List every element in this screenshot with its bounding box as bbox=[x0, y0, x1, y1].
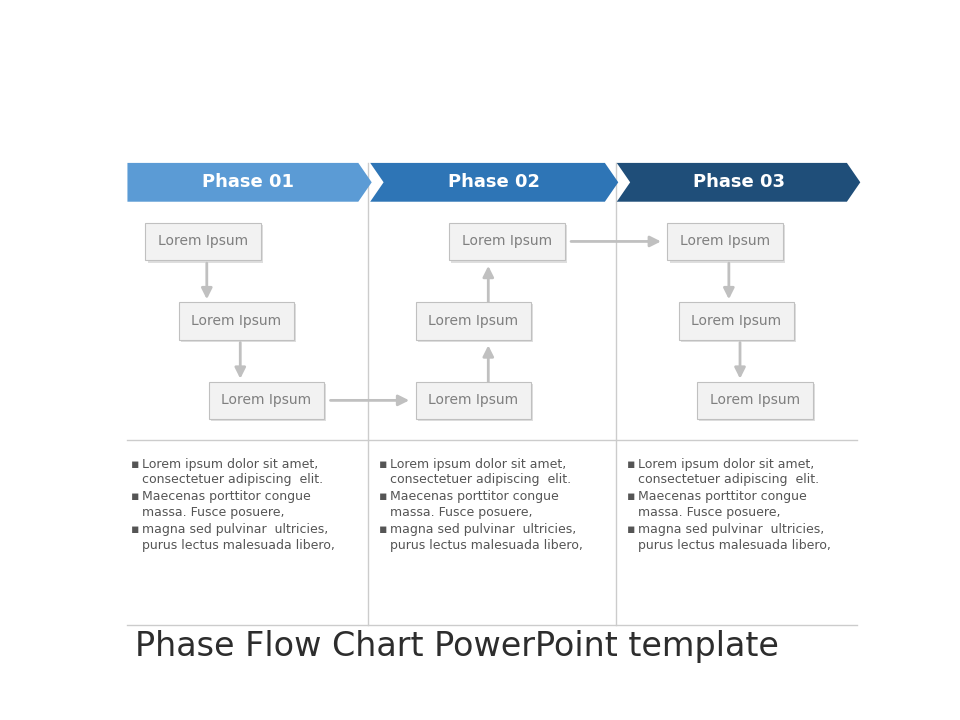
Text: Lorem Ipsum: Lorem Ipsum bbox=[428, 393, 518, 408]
FancyBboxPatch shape bbox=[179, 302, 294, 340]
FancyBboxPatch shape bbox=[418, 305, 534, 342]
FancyBboxPatch shape bbox=[211, 384, 326, 421]
FancyBboxPatch shape bbox=[148, 225, 263, 263]
Text: purus lectus malesuada libero,: purus lectus malesuada libero, bbox=[142, 539, 335, 552]
FancyBboxPatch shape bbox=[449, 222, 564, 261]
Text: ▪: ▪ bbox=[379, 523, 388, 536]
FancyBboxPatch shape bbox=[208, 382, 324, 419]
Text: Lorem ipsum dolor sit amet,: Lorem ipsum dolor sit amet, bbox=[638, 458, 815, 471]
Text: Lorem Ipsum: Lorem Ipsum bbox=[462, 235, 552, 248]
FancyBboxPatch shape bbox=[667, 222, 782, 261]
FancyBboxPatch shape bbox=[697, 382, 812, 419]
Text: Maecenas porttitor congue: Maecenas porttitor congue bbox=[391, 490, 559, 503]
Text: Lorem Ipsum: Lorem Ipsum bbox=[221, 393, 311, 408]
FancyBboxPatch shape bbox=[451, 225, 566, 263]
FancyBboxPatch shape bbox=[681, 305, 796, 342]
Text: Phase 01: Phase 01 bbox=[202, 174, 294, 192]
FancyBboxPatch shape bbox=[416, 382, 531, 419]
Text: Lorem Ipsum: Lorem Ipsum bbox=[709, 393, 800, 408]
Text: ▪: ▪ bbox=[132, 523, 139, 536]
Text: Lorem Ipsum: Lorem Ipsum bbox=[680, 235, 770, 248]
Text: Lorem Ipsum: Lorem Ipsum bbox=[191, 314, 281, 328]
Text: massa. Fusce posuere,: massa. Fusce posuere, bbox=[638, 506, 780, 519]
Text: purus lectus malesuada libero,: purus lectus malesuada libero, bbox=[391, 539, 583, 552]
Text: Phase Flow Chart PowerPoint template: Phase Flow Chart PowerPoint template bbox=[134, 630, 779, 662]
Text: Phase 02: Phase 02 bbox=[448, 174, 540, 192]
Text: Lorem Ipsum: Lorem Ipsum bbox=[428, 314, 518, 328]
Text: ▪: ▪ bbox=[627, 458, 636, 471]
Text: massa. Fusce posuere,: massa. Fusce posuere, bbox=[391, 506, 533, 519]
Text: magna sed pulvinar  ultricies,: magna sed pulvinar ultricies, bbox=[638, 523, 825, 536]
Text: Lorem ipsum dolor sit amet,: Lorem ipsum dolor sit amet, bbox=[391, 458, 566, 471]
Text: Lorem Ipsum: Lorem Ipsum bbox=[691, 314, 781, 328]
FancyBboxPatch shape bbox=[416, 302, 531, 340]
Text: magna sed pulvinar  ultricies,: magna sed pulvinar ultricies, bbox=[142, 523, 328, 536]
Text: ▪: ▪ bbox=[132, 458, 139, 471]
FancyBboxPatch shape bbox=[670, 225, 785, 263]
Text: consectetuer adipiscing  elit.: consectetuer adipiscing elit. bbox=[391, 473, 571, 487]
Text: ▪: ▪ bbox=[132, 490, 139, 503]
FancyBboxPatch shape bbox=[700, 384, 815, 421]
Text: Maecenas porttitor congue: Maecenas porttitor congue bbox=[142, 490, 311, 503]
Polygon shape bbox=[371, 163, 618, 202]
Text: ▪: ▪ bbox=[379, 490, 388, 503]
FancyBboxPatch shape bbox=[145, 222, 261, 261]
FancyBboxPatch shape bbox=[181, 305, 297, 342]
Text: Maecenas porttitor congue: Maecenas porttitor congue bbox=[638, 490, 807, 503]
Text: Lorem ipsum dolor sit amet,: Lorem ipsum dolor sit amet, bbox=[142, 458, 319, 471]
Text: consectetuer adipiscing  elit.: consectetuer adipiscing elit. bbox=[142, 473, 324, 487]
Text: purus lectus malesuada libero,: purus lectus malesuada libero, bbox=[638, 539, 831, 552]
Text: Lorem Ipsum: Lorem Ipsum bbox=[158, 235, 248, 248]
Text: ▪: ▪ bbox=[627, 490, 636, 503]
Text: ▪: ▪ bbox=[379, 458, 388, 471]
Text: massa. Fusce posuere,: massa. Fusce posuere, bbox=[142, 506, 285, 519]
Text: ▪: ▪ bbox=[627, 523, 636, 536]
Polygon shape bbox=[128, 163, 372, 202]
FancyBboxPatch shape bbox=[418, 384, 534, 421]
Text: magna sed pulvinar  ultricies,: magna sed pulvinar ultricies, bbox=[391, 523, 577, 536]
Text: consectetuer adipiscing  elit.: consectetuer adipiscing elit. bbox=[638, 473, 820, 487]
FancyBboxPatch shape bbox=[679, 302, 794, 340]
Polygon shape bbox=[616, 163, 860, 202]
Text: Phase 03: Phase 03 bbox=[692, 174, 784, 192]
